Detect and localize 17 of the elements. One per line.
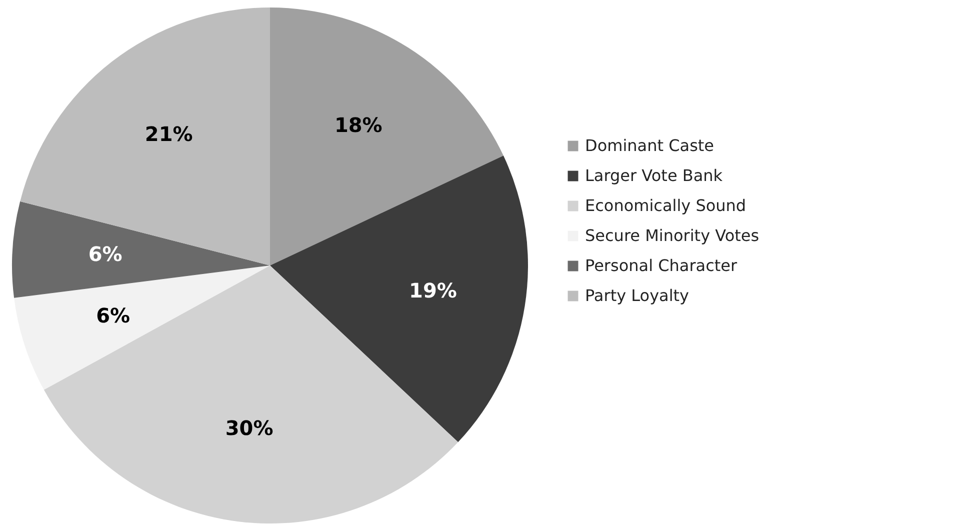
legend-label: Larger Vote Bank	[585, 166, 724, 185]
legend-label: Dominant Caste	[585, 136, 714, 155]
pie-slice	[14, 266, 270, 390]
data-label: 6%	[88, 242, 122, 266]
legend-label: Personal Character	[585, 256, 738, 275]
data-label: 18%	[334, 113, 382, 138]
data-label: 30%	[225, 416, 274, 440]
pie-slice	[44, 266, 458, 523]
pie-slice	[270, 8, 504, 266]
data-label: 19%	[409, 278, 457, 302]
legend-label: Economically Sound	[585, 196, 746, 215]
pie-slice	[20, 8, 270, 266]
pie-slice	[12, 201, 270, 298]
legend-label: Secure Minority Votes	[585, 226, 760, 245]
data-label: 21%	[144, 122, 193, 146]
data-label: 6%	[96, 303, 130, 328]
legend-label: Party Loyalty	[585, 286, 690, 305]
